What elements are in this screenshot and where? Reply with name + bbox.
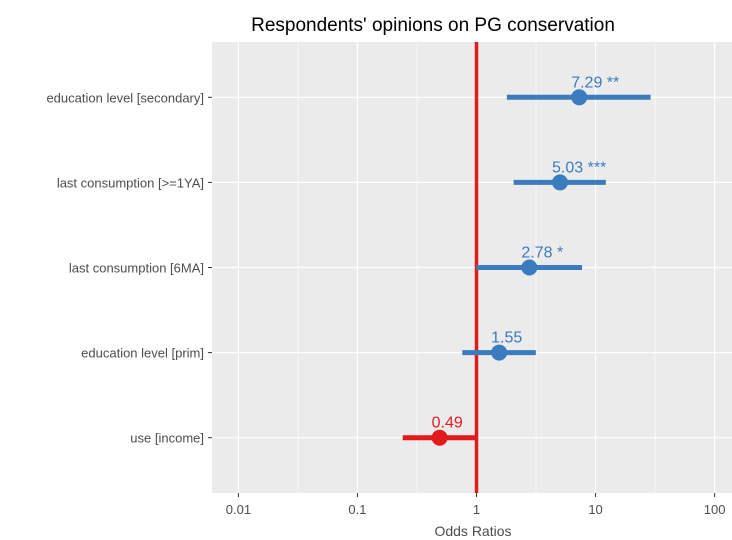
y-tick-label: use [income]	[130, 431, 204, 446]
y-tick-label: education level [secondary]	[46, 90, 204, 105]
chart-title: Respondents' opinions on PG conservation	[251, 15, 615, 36]
estimate-label: 2.78 *	[521, 245, 563, 262]
y-tick-label: last consumption [6MA]	[69, 261, 204, 276]
x-tick-label: 0.1	[348, 502, 366, 517]
estimate-point	[491, 344, 508, 361]
estimate-label: 1.55	[491, 330, 522, 347]
estimate-label: 0.49	[432, 415, 463, 432]
x-tick-label: 0.01	[226, 502, 251, 517]
estimate-label: 7.29 **	[571, 74, 619, 91]
x-tick-label: 100	[704, 502, 726, 517]
x-tick-label: 1	[473, 502, 480, 517]
estimate-label: 5.03 ***	[552, 159, 606, 176]
x-tick-label: 10	[588, 502, 602, 517]
estimate-point	[552, 174, 569, 191]
estimate-point	[431, 429, 448, 446]
x-axis-title: Odds Ratios	[434, 523, 511, 539]
estimate-point	[521, 259, 538, 276]
y-tick-label: education level [prim]	[81, 346, 204, 361]
y-tick-label: last consumption [>=1YA]	[57, 175, 204, 190]
estimate-point	[571, 89, 588, 106]
